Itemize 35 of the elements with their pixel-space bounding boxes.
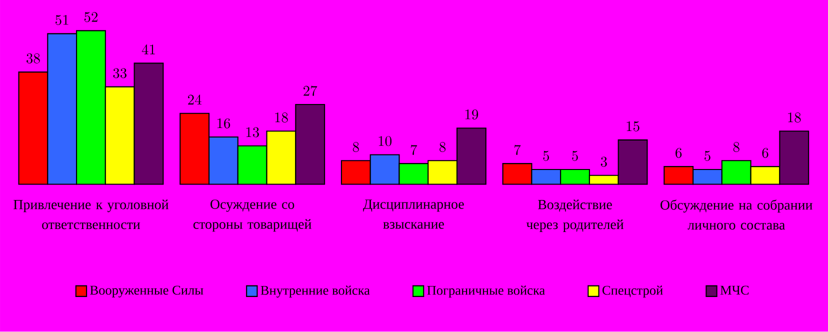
data-label: 8 xyxy=(352,142,359,152)
data-label: 5 xyxy=(543,151,550,162)
x-tick-label: Обсуждение на собрании личного состава xyxy=(660,200,812,230)
data-label: 38 xyxy=(26,54,40,64)
data-label: 41 xyxy=(142,44,155,54)
data-label: 5 xyxy=(704,151,710,162)
x-tick-label: Осуждение со стороны товарищей xyxy=(193,200,312,232)
data-label: 6 xyxy=(762,148,768,158)
data-label: 33 xyxy=(113,68,127,78)
data-label: 8 xyxy=(440,142,446,152)
legend-label: Вооруженные Силы xyxy=(90,286,204,298)
data-label: 7 xyxy=(410,144,418,156)
data-label: 15 xyxy=(626,122,640,132)
legend-label: Спецстрой xyxy=(602,286,663,298)
data-label: 27 xyxy=(304,86,318,96)
data-label: 6 xyxy=(676,148,682,158)
data-label: 51 xyxy=(56,15,68,26)
legend-label: МЧС xyxy=(720,286,749,295)
data-label: 18 xyxy=(788,112,801,123)
data-label: 52 xyxy=(84,12,98,22)
legend-label: Внутренние войска xyxy=(260,286,370,298)
x-tick-label: Воздействие через родителей xyxy=(526,200,624,232)
data-label: 16 xyxy=(217,118,230,129)
data-label: 19 xyxy=(465,110,478,120)
data-label: 3 xyxy=(600,156,607,167)
x-tick-label: Привлечение к уголовной ответственности xyxy=(14,200,168,230)
data-label: 13 xyxy=(246,127,259,138)
data-label: 8 xyxy=(733,142,740,152)
data-label: 18 xyxy=(275,112,288,123)
data-label: 24 xyxy=(188,94,202,105)
data-label: 5 xyxy=(572,151,578,162)
x-tick-label: Дисциплинарное взыскание xyxy=(363,200,464,229)
data-label: 10 xyxy=(378,136,392,146)
data-label: 7 xyxy=(514,144,521,156)
legend-label: Пограничные войска xyxy=(427,286,545,298)
